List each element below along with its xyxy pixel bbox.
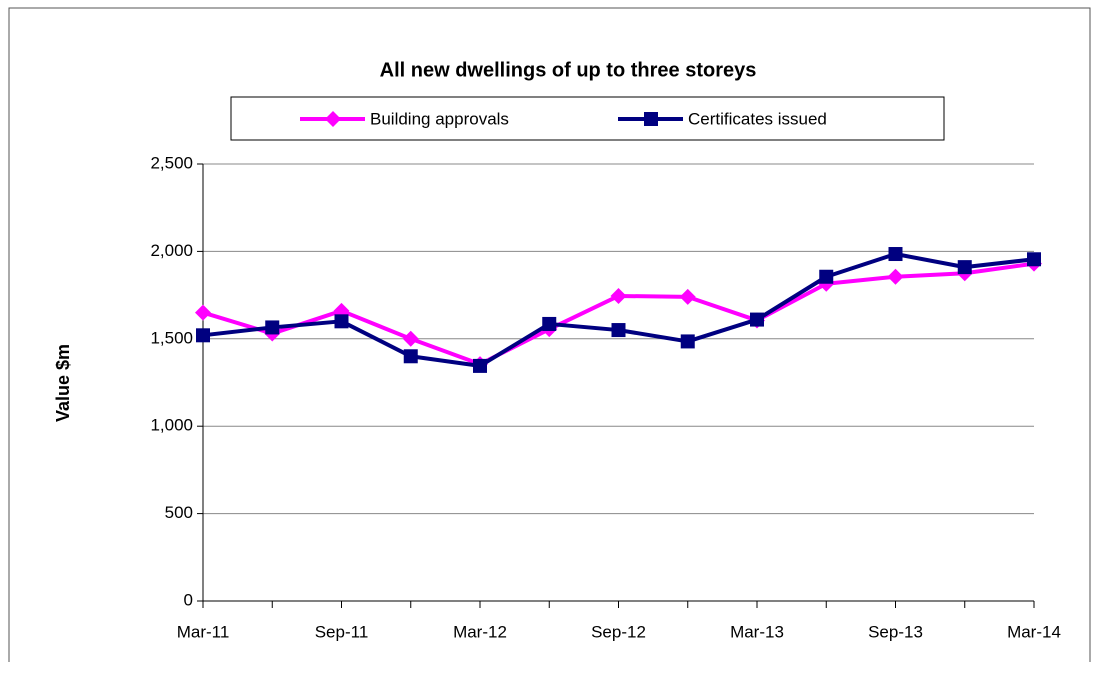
x-tick-label: Mar-11 <box>177 622 230 641</box>
chart-border <box>8 7 1091 662</box>
data-point <box>196 328 210 343</box>
x-tick-label: Sep-13 <box>868 622 923 641</box>
legend-marker <box>325 111 341 127</box>
x-tick-label: Sep-11 <box>315 622 369 641</box>
x-tick-label: Sep-12 <box>591 622 646 641</box>
data-point <box>680 334 695 349</box>
data-point <box>819 269 834 284</box>
data-point <box>1027 252 1041 267</box>
x-tick-label: Mar-14 <box>1007 622 1061 641</box>
data-point <box>402 330 419 347</box>
data-point <box>195 304 211 321</box>
data-point <box>473 358 487 373</box>
data-point <box>542 316 557 331</box>
legend-label: Building approvals <box>370 109 509 128</box>
series-line <box>202 261 1035 367</box>
y-tick-label: 500 <box>165 503 193 522</box>
data-point <box>610 287 627 304</box>
legend-label: Certificates issued <box>688 109 827 128</box>
y-tick-label: 0 <box>184 590 193 609</box>
y-axis-label: Value $m <box>53 344 73 422</box>
y-tick-label: 1,500 <box>150 328 193 347</box>
y-tick-label: 2,000 <box>150 241 193 260</box>
data-point <box>265 320 280 335</box>
x-tick-label: Mar-13 <box>730 622 784 641</box>
series-line <box>202 252 1035 368</box>
y-tick-label: 1,000 <box>150 416 193 435</box>
data-point <box>750 312 764 327</box>
x-tick-label: Mar-12 <box>453 622 507 641</box>
chart-title: All new dwellings of up to three storeys <box>380 59 757 81</box>
data-point <box>887 268 904 285</box>
y-tick-label: 2,500 <box>150 153 193 172</box>
data-point <box>334 314 349 329</box>
data-point <box>679 288 696 305</box>
data-point <box>957 260 972 275</box>
legend-marker <box>644 112 658 126</box>
data-point <box>611 323 626 338</box>
data-point <box>888 247 903 262</box>
data-point <box>403 349 418 364</box>
